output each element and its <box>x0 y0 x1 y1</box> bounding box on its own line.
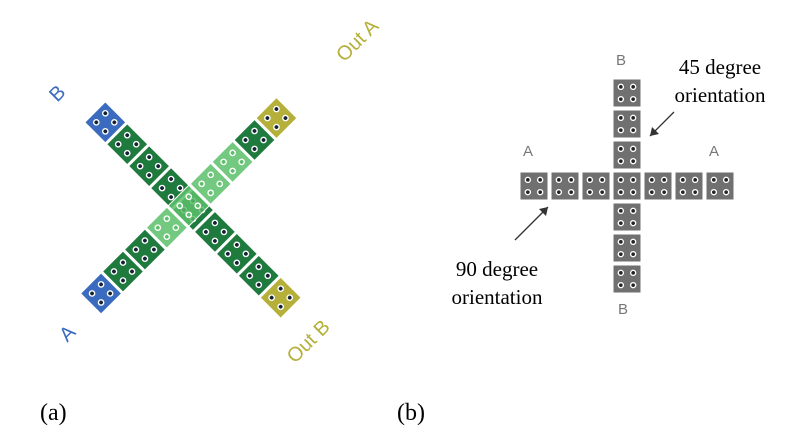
tile-hole <box>631 177 636 182</box>
tile-hole <box>618 146 623 151</box>
tile-hole <box>556 190 561 195</box>
tile-hole <box>662 177 667 182</box>
tile-hole <box>618 283 623 288</box>
caption: (b) <box>397 400 425 426</box>
label: Out A <box>332 15 383 66</box>
tile-hole <box>569 190 574 195</box>
note: 90 degree <box>456 257 538 281</box>
tile-body <box>613 203 641 231</box>
tile-hole <box>525 177 530 182</box>
tile <box>520 172 548 200</box>
tile-hole <box>631 159 636 164</box>
tile-hole <box>724 177 729 182</box>
tile-hole <box>538 190 543 195</box>
tile-body <box>613 172 641 200</box>
tile-hole <box>631 221 636 226</box>
tile-hole <box>600 177 605 182</box>
tile-hole <box>618 221 623 226</box>
tile-hole <box>618 190 623 195</box>
tile <box>613 265 641 293</box>
tile-hole <box>618 252 623 257</box>
tile <box>613 234 641 262</box>
tile-body <box>644 172 672 200</box>
label: B <box>618 301 628 318</box>
tile-body <box>520 172 548 200</box>
note: orientation <box>452 285 543 309</box>
tile-body <box>613 79 641 107</box>
tile-hole <box>711 190 716 195</box>
tile-hole <box>680 190 685 195</box>
tile-hole <box>600 190 605 195</box>
tile-hole <box>631 208 636 213</box>
tile-hole <box>631 270 636 275</box>
figure: B Out A A Out B B B A A 45 degree orient… <box>0 0 791 437</box>
tile-hole <box>618 177 623 182</box>
tile-body <box>613 234 641 262</box>
tile-hole <box>618 159 623 164</box>
tile-hole <box>618 128 623 133</box>
note: orientation <box>675 83 766 107</box>
tile <box>644 172 672 200</box>
tile-hole <box>587 177 592 182</box>
panel-a-tiles <box>0 14 389 406</box>
tile <box>551 172 579 200</box>
tile-hole <box>631 283 636 288</box>
tile-hole <box>631 84 636 89</box>
tile-hole <box>680 177 685 182</box>
label: B <box>616 52 626 69</box>
tile <box>613 172 641 200</box>
tile <box>582 172 610 200</box>
tile-hole <box>618 239 623 244</box>
tile-hole <box>649 177 654 182</box>
tile-hole <box>711 177 716 182</box>
label: A <box>709 143 719 160</box>
tile-hole <box>618 208 623 213</box>
tile <box>613 110 641 138</box>
tile-hole <box>649 190 654 195</box>
tile-hole <box>587 190 592 195</box>
tile-body <box>582 172 610 200</box>
label: A <box>55 321 80 346</box>
tile-body <box>675 172 703 200</box>
tile-hole <box>631 128 636 133</box>
tile-hole <box>693 190 698 195</box>
tile-hole <box>525 190 530 195</box>
panel-b-tiles <box>520 79 734 293</box>
tile-hole <box>631 239 636 244</box>
tile-body <box>613 110 641 138</box>
tile-hole <box>631 97 636 102</box>
tile-hole <box>618 97 623 102</box>
tile-hole <box>631 146 636 151</box>
label: A <box>523 143 533 160</box>
tile <box>706 172 734 200</box>
label: Out B <box>283 316 335 368</box>
tile-hole <box>631 190 636 195</box>
tile-hole <box>556 177 561 182</box>
tile-hole <box>693 177 698 182</box>
tile-body <box>706 172 734 200</box>
tile <box>613 203 641 231</box>
tile-body <box>551 172 579 200</box>
tile <box>613 79 641 107</box>
tile-hole <box>538 177 543 182</box>
tile-hole <box>631 252 636 257</box>
label: B <box>45 81 70 106</box>
tile-body <box>613 141 641 169</box>
tile <box>675 172 703 200</box>
tile-hole <box>618 115 623 120</box>
tile-hole <box>662 190 667 195</box>
tile-hole <box>569 177 574 182</box>
caption: (a) <box>40 400 67 426</box>
tile-hole <box>631 115 636 120</box>
tile-hole <box>618 270 623 275</box>
tile-hole <box>618 84 623 89</box>
note: 45 degree <box>679 55 761 79</box>
tile <box>613 141 641 169</box>
tile-hole <box>724 190 729 195</box>
tile-body <box>613 265 641 293</box>
